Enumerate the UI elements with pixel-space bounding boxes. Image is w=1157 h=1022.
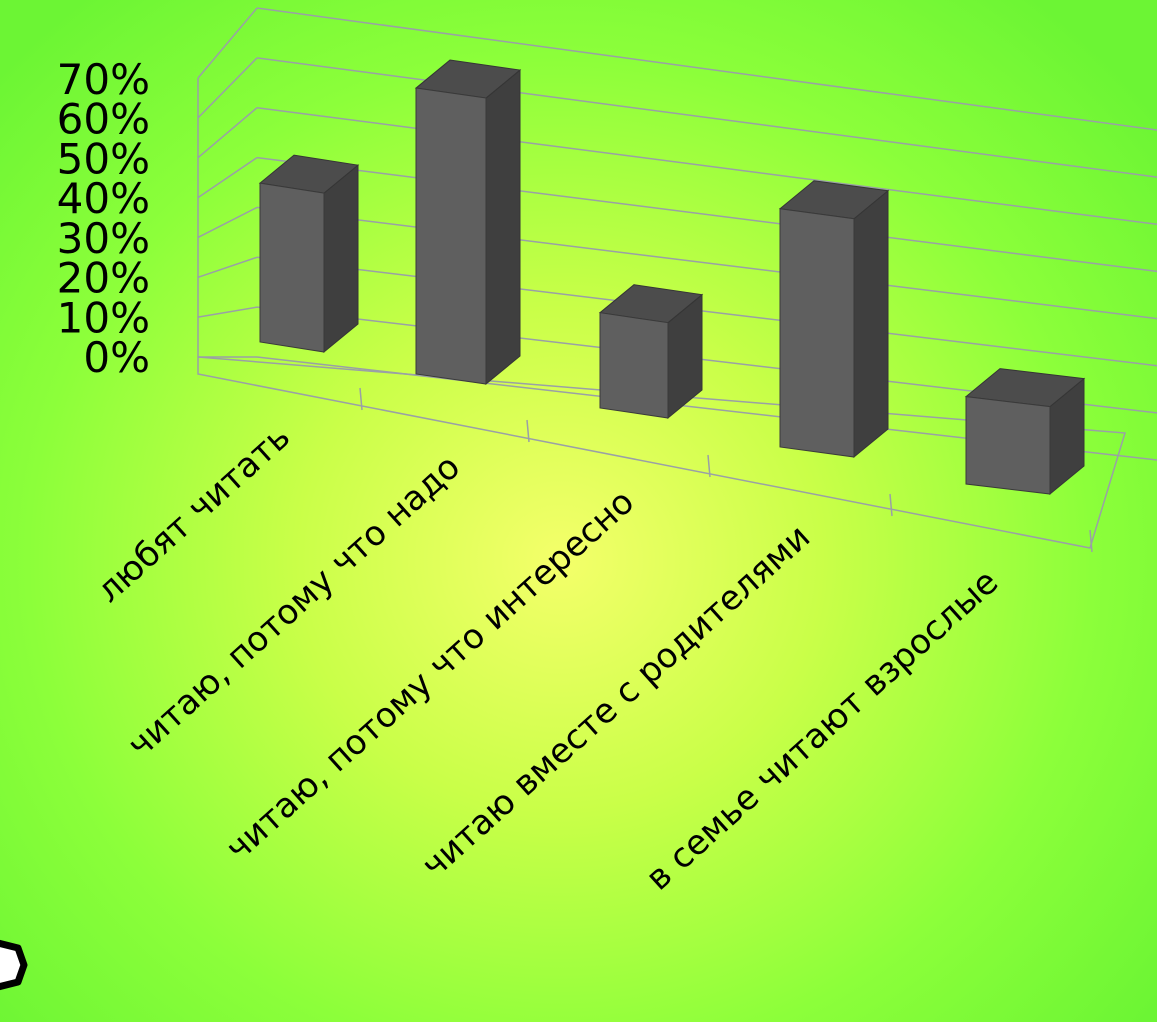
- back-wall-gridline: [256, 206, 1157, 320]
- back-wall-gridline: [256, 256, 1157, 367]
- y-tick-label: 10%: [57, 293, 150, 342]
- bar-front: [259, 182, 325, 353]
- back-wall-gridline: [256, 7, 1157, 131]
- left-wall-gridline: [197, 156, 258, 199]
- y-tick-label: 60%: [57, 95, 150, 144]
- bar-front: [599, 312, 669, 419]
- chart-bars: [258, 59, 1086, 496]
- left-wall-gridline: [197, 57, 258, 119]
- left-wall-gridline: [197, 7, 258, 79]
- x-axis-tick: [1089, 529, 1093, 553]
- y-tick-label: 0%: [83, 333, 150, 382]
- bar-side: [485, 68, 521, 386]
- bar-front: [415, 87, 487, 385]
- back-wall-gridline: [256, 106, 1157, 226]
- x-category-label: читаю, потому что интересно: [218, 482, 642, 869]
- bar: [258, 154, 360, 354]
- y-tick-label: 30%: [57, 214, 150, 263]
- left-wall-gridline: [197, 256, 258, 278]
- bar: [598, 284, 704, 420]
- chart-gridlines: [197, 7, 1157, 553]
- x-axis-tick: [526, 419, 530, 443]
- corner-decoration-icon: [0, 939, 28, 991]
- bar-front: [965, 396, 1051, 495]
- bar: [414, 59, 522, 386]
- x-axis-tick: [707, 454, 711, 478]
- x-category-label: читаю вместе с родителями: [414, 517, 818, 886]
- bar: [778, 180, 890, 459]
- x-category-label: любят читать: [89, 417, 298, 611]
- x-axis-tick: [359, 387, 363, 411]
- y-axis-tick-labels: 0%10%20%30%40%50%60%70%: [57, 55, 150, 382]
- y-tick-label: 40%: [57, 174, 150, 223]
- y-tick-label: 70%: [57, 55, 150, 104]
- y-tick-label: 50%: [57, 134, 150, 183]
- back-wall-gridline: [256, 156, 1157, 273]
- bar-side: [853, 189, 889, 459]
- x-axis-tick: [889, 493, 893, 517]
- left-wall-gridline: [197, 306, 258, 318]
- y-tick-label: 20%: [57, 254, 150, 303]
- back-wall-gridline: [256, 57, 1157, 178]
- bar-side: [323, 164, 359, 354]
- left-wall-gridline: [197, 107, 258, 159]
- x-category-label: читаю, потому что надо: [120, 447, 468, 766]
- bar: [964, 368, 1086, 496]
- bar-front: [779, 208, 855, 458]
- left-wall-gridline: [197, 206, 258, 239]
